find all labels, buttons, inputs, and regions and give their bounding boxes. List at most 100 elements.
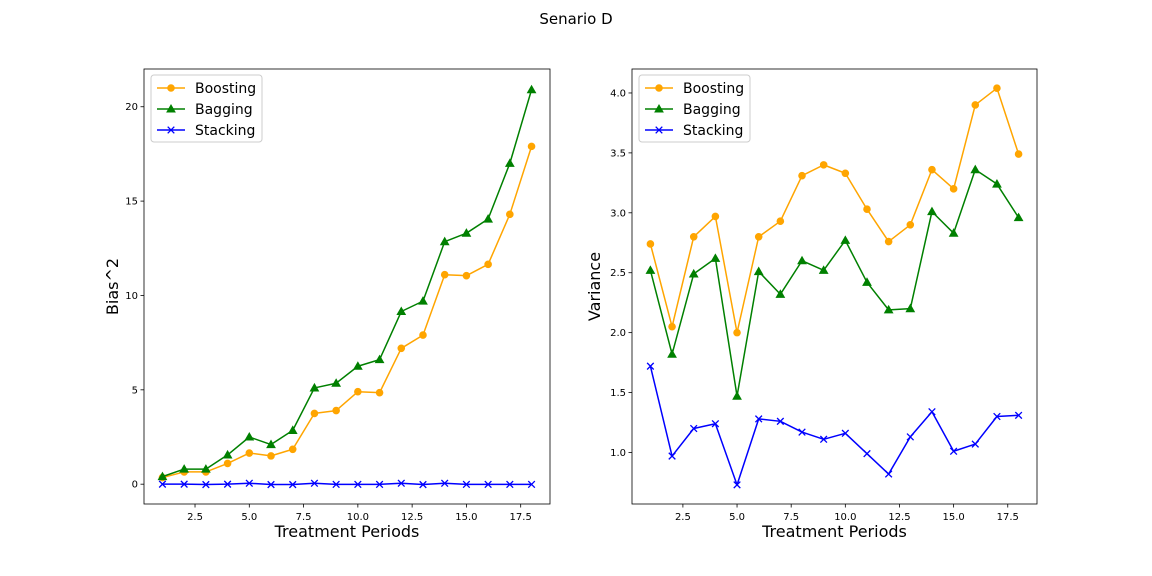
bias-bagging-point xyxy=(526,84,537,94)
variance-bagging-point xyxy=(1013,212,1024,222)
bias-axes-frame xyxy=(143,68,551,505)
variance-boosting-point xyxy=(711,212,720,221)
variance-boosting-point xyxy=(754,232,763,241)
variance-stacking-point xyxy=(689,424,698,433)
variance-axes-frame xyxy=(631,68,1038,505)
bias-x-tick-label: 15.0 xyxy=(455,512,477,523)
bias-bagging-point xyxy=(418,296,428,305)
variance-stacking-point xyxy=(668,452,676,460)
variance-x-axis-label: Treatment Periods xyxy=(761,522,907,541)
variance-legend-label-stacking: Stacking xyxy=(683,123,743,139)
figure-suptitle: Senario D xyxy=(539,10,612,28)
variance-stacking-point xyxy=(776,417,785,426)
variance-bagging-point xyxy=(667,349,677,358)
variance-legend-marker-bagging xyxy=(654,103,664,113)
variance-stacking-point xyxy=(711,419,720,428)
variance-stacking-point xyxy=(754,415,763,423)
bias-bagging-point xyxy=(461,228,472,237)
bias-legend-box xyxy=(150,74,263,143)
variance-stacking-point xyxy=(841,429,850,438)
variance-legend: Boosting Bagging Stacking xyxy=(638,74,751,143)
bias-boosting-point xyxy=(310,409,319,418)
bias-bagging-point xyxy=(200,464,211,473)
variance-bagging-point xyxy=(883,304,894,314)
bias-bagging-point xyxy=(331,378,342,387)
variance-legend-label-boosting: Boosting xyxy=(683,81,744,97)
bias-stacking-point xyxy=(375,480,384,489)
variance-bagging-point xyxy=(710,253,721,262)
bias-legend-label-boosting: Boosting xyxy=(195,81,256,97)
variance-stacking-point xyxy=(906,433,915,441)
variance-bagging-point xyxy=(818,265,829,274)
variance-boosting-point xyxy=(668,322,676,331)
variance-boosting-point xyxy=(689,232,698,241)
variance-stacking-line xyxy=(649,366,1019,486)
variance-legend-box xyxy=(638,74,751,143)
bias-bagging-point xyxy=(222,449,233,459)
variance-boosting-point xyxy=(863,205,871,214)
bias-x-tick-label: 5.0 xyxy=(241,512,257,523)
variance-x-tick-label: 12.5 xyxy=(888,512,910,523)
bias-stacking-line xyxy=(162,482,532,486)
bias-legend: Boosting Bagging Stacking xyxy=(150,74,263,143)
variance-boosting-point xyxy=(949,185,958,193)
bias-stacking-point xyxy=(158,480,167,488)
variance-bagging-point xyxy=(927,206,937,216)
bias-stacking-point xyxy=(202,480,210,489)
bias-boosting-point xyxy=(462,271,471,280)
bias-y-tick-label: 20 xyxy=(125,102,138,113)
bias-y-tick-label: 5 xyxy=(132,385,138,396)
variance-chart: 2.5 5.0 7.5 10.0 12.5 15.0 17.5 1.0 1.5 2.0 2.5 3.0… xyxy=(585,68,1038,541)
bias-legend-marker-boosting xyxy=(167,84,175,92)
variance-y-axis-label: Variance xyxy=(585,252,604,321)
variance-bagging-point xyxy=(992,179,1002,188)
variance-stacking-point xyxy=(863,449,871,458)
bias-x-tick-label: 10.0 xyxy=(347,512,369,523)
bias-boosting-point xyxy=(419,331,427,339)
bias-boosting-point xyxy=(245,449,254,457)
variance-bagging-point xyxy=(688,268,699,278)
variance-bagging-point xyxy=(753,266,764,276)
variance-stacking-point xyxy=(646,362,655,370)
bias-legend-label-stacking: Stacking xyxy=(195,123,255,139)
variance-boosting-point xyxy=(971,101,980,109)
variance-boosting-point xyxy=(733,328,741,337)
bias-stacking-point xyxy=(484,480,492,489)
variance-boosting-point xyxy=(1014,150,1023,158)
bias-legend-marker-stacking xyxy=(167,126,175,134)
bias-boosting-point xyxy=(267,452,275,460)
variance-bagging-point xyxy=(732,391,742,400)
bias-bagging-point xyxy=(439,236,450,246)
bias-series-stacking xyxy=(158,479,536,489)
variance-stacking-point xyxy=(971,440,980,448)
bias-bagging-point xyxy=(266,439,276,449)
variance-bagging-point xyxy=(645,265,656,274)
variance-stacking-point xyxy=(949,447,958,456)
variance-bagging-point xyxy=(862,277,872,286)
variance-boosting-point xyxy=(841,169,850,178)
bias-stacking-point xyxy=(245,479,254,488)
bias-boosting-point xyxy=(506,210,514,219)
bias-x-axis-label: Treatment Periods xyxy=(274,522,420,541)
bias-bagging-point xyxy=(287,425,298,434)
variance-boosting-point xyxy=(646,240,655,248)
bias-legend-label-bagging: Bagging xyxy=(195,102,253,118)
variance-y-tick-label: 3.0 xyxy=(610,208,626,219)
variance-stacking-point xyxy=(733,481,741,489)
bias-x-tick-label: 12.5 xyxy=(401,512,423,523)
bias-series-bagging xyxy=(157,84,537,481)
variance-stacking-point xyxy=(928,407,936,416)
variance-y-tick-label: 3.5 xyxy=(610,148,626,159)
bias-stacking-point xyxy=(310,479,319,488)
variance-x-tick-label: 17.5 xyxy=(997,512,1019,523)
variance-stacking-point xyxy=(884,470,893,478)
variance-x-tick-label: 10.0 xyxy=(834,512,856,523)
bias-stacking-point xyxy=(506,480,514,489)
variance-boosting-point xyxy=(928,165,936,174)
variance-bagging-point xyxy=(905,303,916,313)
variance-boosting-point xyxy=(884,237,893,246)
bias-bagging-point xyxy=(309,382,320,392)
variance-y-tick-label: 1.0 xyxy=(610,448,626,459)
variance-x-tick-label: 15.0 xyxy=(942,512,964,523)
